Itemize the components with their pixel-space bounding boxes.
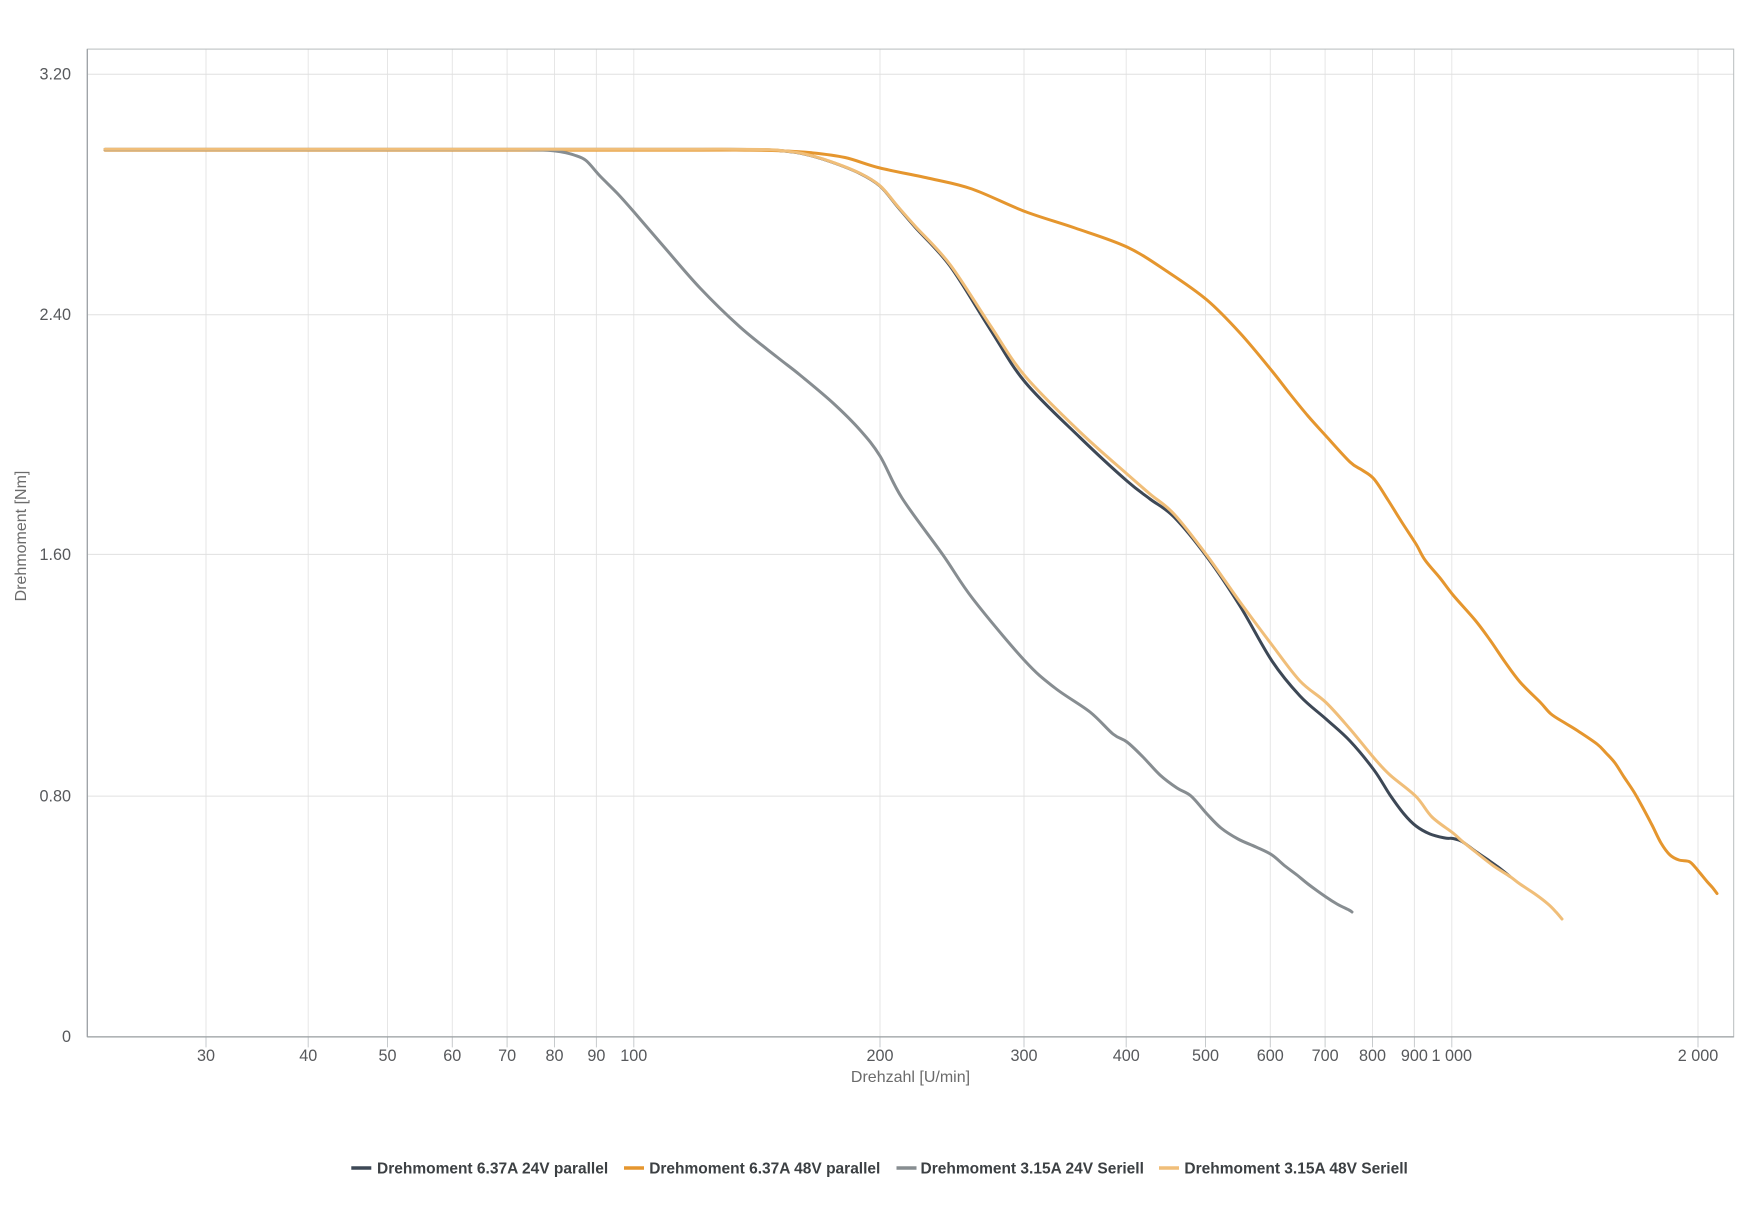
svg-text:100: 100 bbox=[620, 1047, 647, 1065]
svg-text:60: 60 bbox=[443, 1047, 461, 1065]
svg-text:Drehmoment [Nm]: Drehmoment [Nm] bbox=[13, 471, 30, 602]
svg-text:1 000: 1 000 bbox=[1432, 1047, 1473, 1065]
svg-text:3.20: 3.20 bbox=[39, 66, 71, 84]
svg-text:Drehmoment 6.37A 24V parallel: Drehmoment 6.37A 24V parallel bbox=[377, 1161, 608, 1178]
svg-text:0.80: 0.80 bbox=[39, 788, 71, 806]
svg-text:300: 300 bbox=[1010, 1047, 1037, 1065]
svg-text:80: 80 bbox=[545, 1047, 563, 1065]
svg-text:Drehmoment 6.37A 48V parallel: Drehmoment 6.37A 48V parallel bbox=[649, 1161, 880, 1178]
svg-text:1.60: 1.60 bbox=[39, 546, 71, 564]
svg-text:Drehmoment 3.15A 48V Seriell: Drehmoment 3.15A 48V Seriell bbox=[1184, 1161, 1407, 1178]
svg-text:2 000: 2 000 bbox=[1678, 1047, 1719, 1065]
svg-text:30: 30 bbox=[197, 1047, 215, 1065]
svg-text:40: 40 bbox=[299, 1047, 317, 1065]
svg-text:200: 200 bbox=[866, 1047, 893, 1065]
svg-text:800: 800 bbox=[1359, 1047, 1386, 1065]
svg-text:600: 600 bbox=[1257, 1047, 1284, 1065]
svg-text:2.40: 2.40 bbox=[39, 306, 71, 324]
svg-text:90: 90 bbox=[587, 1047, 605, 1065]
svg-text:500: 500 bbox=[1192, 1047, 1219, 1065]
svg-text:900: 900 bbox=[1401, 1047, 1428, 1065]
svg-text:Drehzahl [U/min]: Drehzahl [U/min] bbox=[851, 1069, 970, 1086]
svg-text:400: 400 bbox=[1113, 1047, 1140, 1065]
svg-text:50: 50 bbox=[378, 1047, 396, 1065]
svg-text:0: 0 bbox=[62, 1028, 71, 1046]
svg-text:70: 70 bbox=[498, 1047, 516, 1065]
svg-text:700: 700 bbox=[1312, 1047, 1339, 1065]
svg-text:Drehmoment 3.15A 24V Seriell: Drehmoment 3.15A 24V Seriell bbox=[921, 1161, 1144, 1178]
